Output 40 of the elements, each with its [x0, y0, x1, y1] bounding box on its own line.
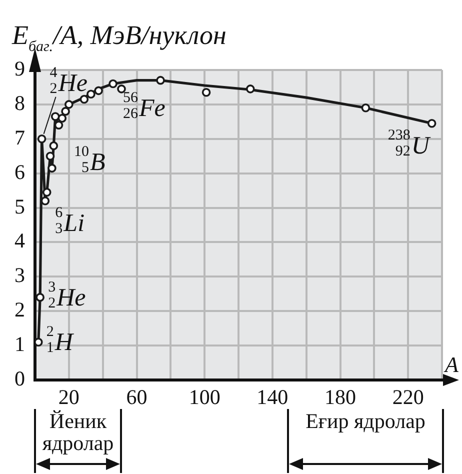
text: Еғир ядролар [304, 409, 426, 433]
y-tick-label: 1 [14, 332, 25, 356]
y-tick-label: 8 [14, 90, 25, 115]
point [427, 118, 436, 128]
point [61, 106, 70, 116]
point [361, 103, 370, 112]
y-tick-label: 3 [14, 263, 25, 288]
text: Йеник ядролар [41, 409, 115, 455]
point [49, 141, 58, 150]
point [108, 79, 118, 88]
x-tick-label: 220 [392, 385, 424, 410]
point [36, 292, 44, 302]
point [80, 94, 89, 104]
y-tick-label: 5 [14, 194, 25, 218]
y-tick-label: 0 [14, 366, 25, 391]
x-tick-label: 20 [58, 385, 80, 410]
point [246, 84, 255, 94]
y-tick-label: 7 [14, 125, 25, 150]
point [48, 164, 56, 173]
point [86, 90, 96, 99]
point [117, 84, 126, 94]
y-tick-label: 2 [14, 298, 25, 322]
point [46, 152, 55, 161]
x-tick-label: 180 [324, 385, 356, 410]
point [94, 86, 103, 96]
y-tick-label: 4 [14, 228, 26, 253]
point [50, 112, 60, 121]
point [202, 88, 211, 97]
y-tick-label: 9 [14, 56, 25, 81]
x-tick-label: 60 [126, 385, 148, 410]
point [58, 114, 67, 123]
y-tick-label: 6 [14, 160, 25, 184]
point [35, 338, 43, 347]
x-tick-label: 140 [256, 385, 288, 410]
point [42, 188, 52, 197]
point [64, 100, 74, 109]
x-tick-label: 100 [188, 385, 220, 410]
x-axis-title: A [443, 352, 459, 377]
point [37, 134, 46, 144]
point [156, 76, 165, 85]
